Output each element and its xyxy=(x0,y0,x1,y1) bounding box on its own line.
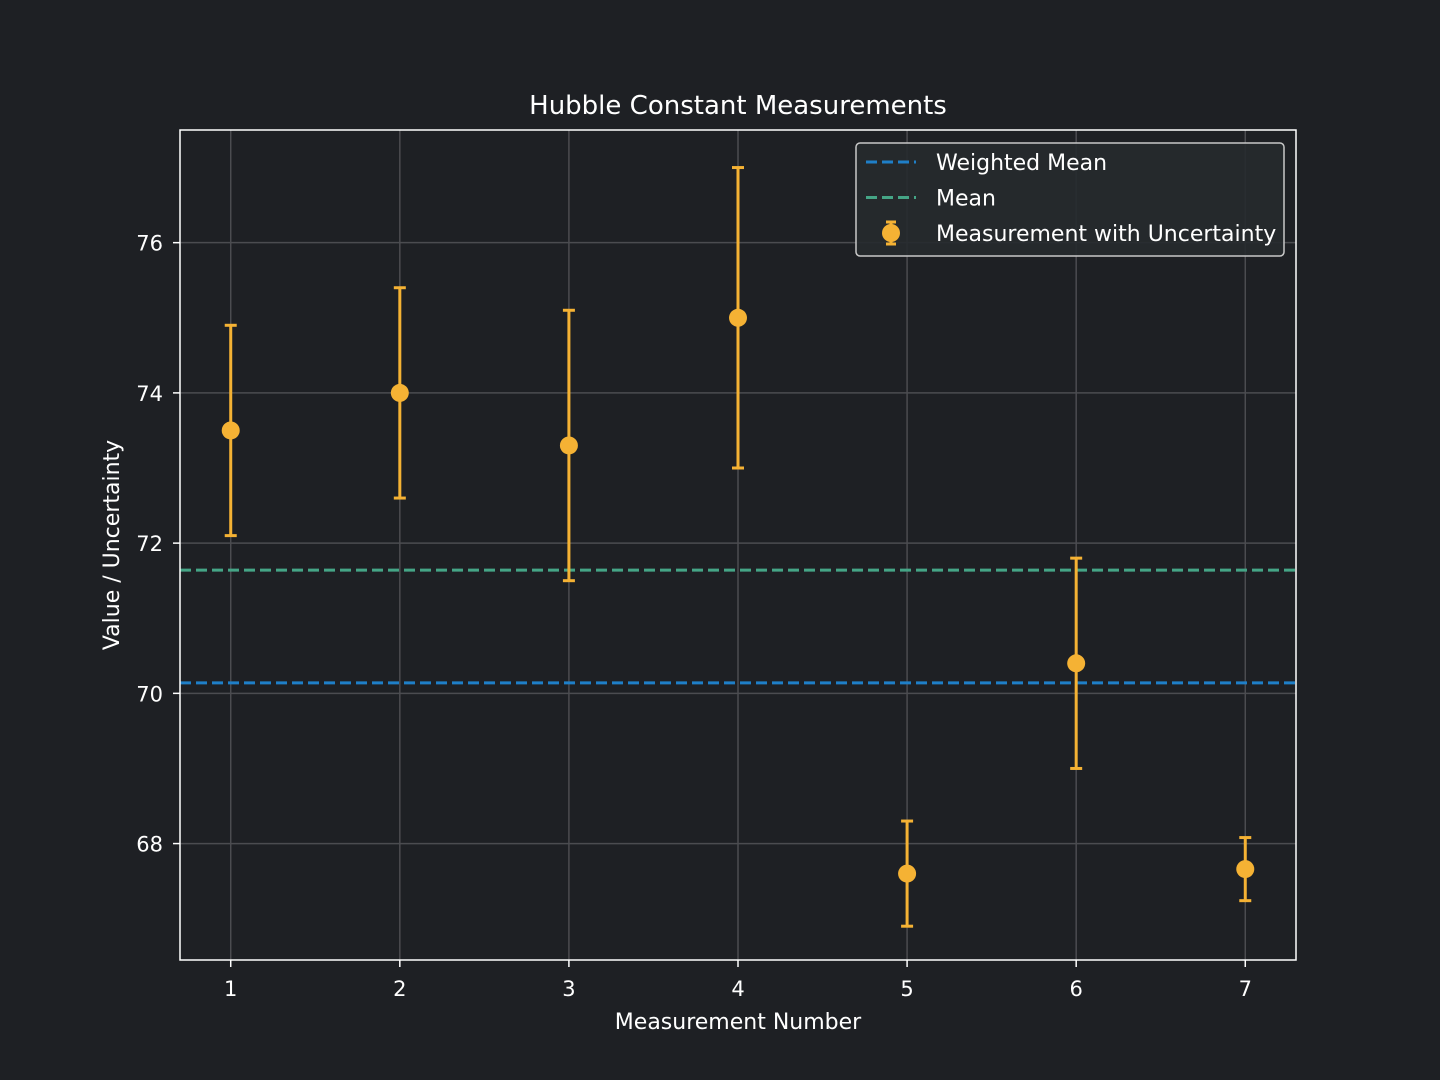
x-tick-label: 2 xyxy=(393,977,406,1001)
x-tick-label: 4 xyxy=(731,977,744,1001)
errorbar-point xyxy=(729,166,747,470)
x-axis-label: Measurement Number xyxy=(615,1010,862,1035)
y-tick-label: 74 xyxy=(136,382,163,406)
data-point xyxy=(390,383,409,402)
legend-item: Weighted Mean xyxy=(866,151,1107,176)
errorbar-point xyxy=(559,308,578,583)
data-point xyxy=(1067,654,1086,673)
legend-label: Weighted Mean xyxy=(936,151,1107,176)
legend-label: Measurement with Uncertainty xyxy=(936,222,1276,247)
x-tick-label: 3 xyxy=(562,977,575,1001)
y-tick-label: 68 xyxy=(136,833,163,857)
data-point xyxy=(1236,860,1255,879)
y-tick-label: 70 xyxy=(136,682,163,706)
axis-ticks: 1 2 3 4 5 6 7 68 70 72 74 76 xyxy=(136,232,1252,1001)
reference-lines xyxy=(180,568,1296,685)
x-tick-label: 7 xyxy=(1239,977,1252,1001)
y-axis-label: Value / Uncertainty xyxy=(100,440,125,650)
legend: Weighted Mean Mean Measurement with Uncert… xyxy=(855,142,1285,257)
errorbar-point xyxy=(1236,836,1255,903)
legend-marker-swatch xyxy=(882,224,900,242)
data-point xyxy=(221,421,240,440)
legend-label: Mean xyxy=(936,187,996,212)
x-tick-label: 5 xyxy=(900,977,913,1001)
data-point xyxy=(729,308,747,327)
legend-item: Measurement with Uncertainty xyxy=(882,220,1276,247)
data-point xyxy=(559,436,578,455)
errorbar-point xyxy=(390,286,409,500)
errorbar-point xyxy=(221,323,240,538)
errorbar-point xyxy=(898,819,917,928)
y-tick-label: 76 xyxy=(136,232,163,256)
legend-box xyxy=(855,142,1285,257)
x-tick-label: 1 xyxy=(224,977,237,1001)
legend-item: Mean xyxy=(866,187,996,212)
x-tick-label: 6 xyxy=(1069,977,1082,1001)
errorbar-point xyxy=(1067,556,1086,770)
y-tick-label: 72 xyxy=(136,532,163,556)
data-series xyxy=(221,166,1255,928)
data-point xyxy=(898,864,917,883)
chart-title: Hubble Constant Measurements xyxy=(529,91,947,121)
